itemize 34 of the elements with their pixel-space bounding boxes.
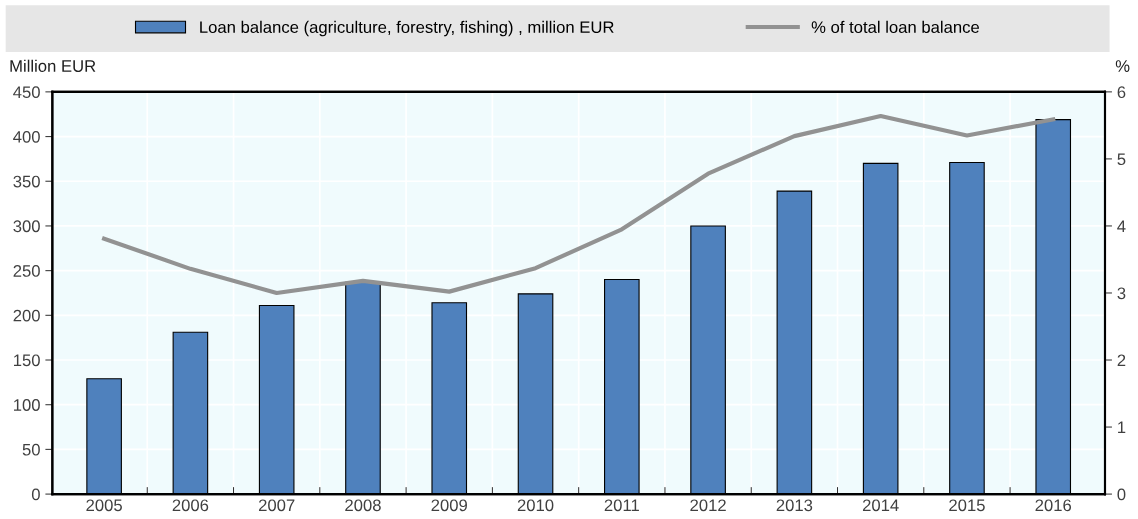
y-axis-title: Million EUR	[10, 59, 96, 72]
x-tick-label: 2008	[345, 499, 381, 512]
x-tick-label: 2010	[517, 499, 554, 512]
x-tick-label: 2015	[949, 499, 985, 512]
line-series	[102, 113, 1056, 296]
y-tick-label: 300	[13, 220, 40, 233]
x-tick-label: 2013	[776, 499, 813, 512]
y2-tick-label: 6	[1117, 86, 1126, 99]
y-tick-label: 450	[13, 86, 40, 99]
y2-axis-title: %	[1115, 60, 1130, 72]
y-tick-label: 200	[13, 309, 40, 322]
x-tick-label: 2014	[862, 499, 899, 512]
y2-tick-label: 5	[1117, 153, 1126, 166]
y2-tick-label: 0	[1117, 488, 1126, 501]
y-tick-label: 50	[22, 443, 40, 456]
y-tick-label: 250	[13, 265, 40, 277]
y-tick-label: 100	[14, 399, 40, 411]
y2-tick-label: 3	[1117, 287, 1126, 300]
x-tick-label: 2016	[1035, 499, 1072, 512]
y-tick-label: 150	[14, 354, 40, 367]
x-tick-label: 2005	[86, 499, 122, 512]
y2-tick-label: 1	[1118, 421, 1126, 434]
y-tick-label: 350	[13, 175, 40, 188]
x-tick-label: 2011	[604, 499, 639, 512]
x-tick-label: 2012	[690, 499, 726, 512]
x-tick-label: 2006	[172, 499, 209, 512]
y2-tick-label: 2	[1117, 354, 1126, 367]
y2-tick-label: 4	[1117, 220, 1126, 232]
legend-label: % of total loan balance	[811, 20, 979, 34]
legend-label: Loan balance (agriculture, forestry, fishing) , million EUR	[200, 20, 614, 37]
y-tick-label: 0	[31, 488, 40, 501]
y-tick-label: 400	[13, 130, 40, 143]
x-tick-label: 2007	[258, 499, 295, 512]
x-tick-label: 2009	[431, 499, 467, 512]
